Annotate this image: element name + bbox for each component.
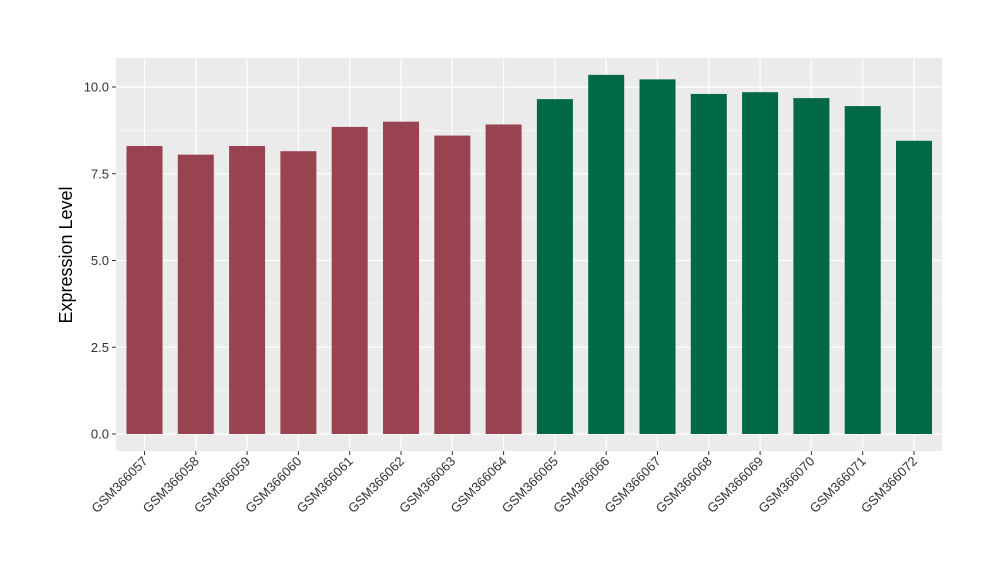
bars (126, 74, 932, 435)
bar (742, 92, 779, 434)
bar (536, 99, 573, 435)
bar (126, 145, 163, 435)
bar (383, 121, 419, 434)
bar (485, 124, 522, 434)
y-tick-label: 5.0 (91, 253, 109, 268)
bar (793, 98, 830, 434)
bar (331, 126, 368, 434)
bar (896, 140, 932, 434)
bar (434, 135, 471, 434)
y-tick-label: 10.0 (84, 80, 109, 95)
bar (229, 145, 266, 435)
bar (588, 74, 625, 434)
y-tick-label: 7.5 (91, 166, 109, 181)
bar (177, 154, 214, 435)
y-axis-title: Expression Level (56, 186, 76, 323)
y-tick-label: 0.0 (91, 427, 109, 442)
y-tick-label: 2.5 (91, 340, 109, 355)
x-axis: GSM366057GSM366058GSM366059GSM366060GSM3… (88, 451, 920, 516)
bar (844, 106, 881, 435)
bar (639, 79, 676, 434)
bar (690, 93, 727, 434)
bar (280, 151, 317, 434)
y-axis: 0.0 2.5 5.0 7.5 10.0 (84, 80, 116, 442)
